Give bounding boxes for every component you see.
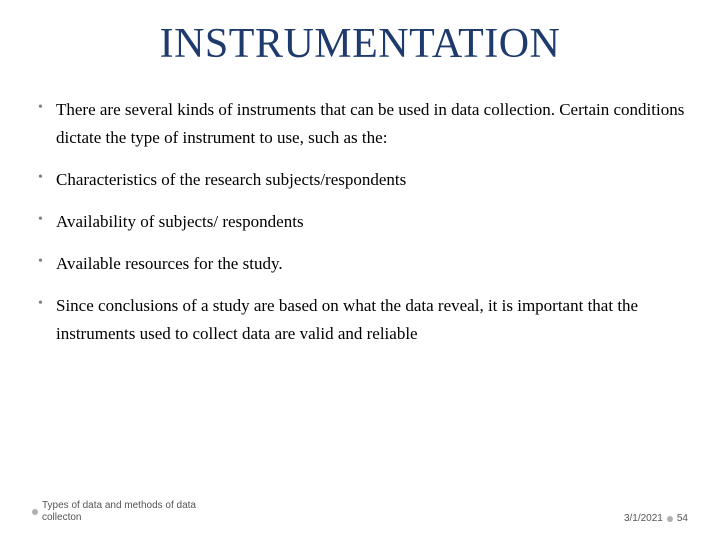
footer-right: 3/1/2021 54: [624, 513, 688, 524]
footer-date: 3/1/2021: [624, 513, 663, 524]
slide-footer: Types of data and methods of data collec…: [32, 500, 688, 524]
footer-left: Types of data and methods of data collec…: [32, 500, 232, 524]
list-item: Available resources for the study.: [32, 250, 688, 278]
bullet-list: There are several kinds of instruments t…: [32, 96, 688, 348]
list-item: Since conclusions of a study are based o…: [32, 292, 688, 348]
list-item: There are several kinds of instruments t…: [32, 96, 688, 152]
footer-page-number: 54: [677, 513, 688, 524]
footer-source-text: Types of data and methods of data collec…: [42, 500, 232, 524]
list-item: Availability of subjects/ respondents: [32, 208, 688, 236]
footer-dot-icon: [32, 509, 38, 515]
footer-dot-icon: [667, 516, 673, 522]
list-item: Characteristics of the research subjects…: [32, 166, 688, 194]
slide-title: INSTRUMENTATION: [32, 20, 688, 68]
slide: INSTRUMENTATION There are several kinds …: [0, 0, 720, 540]
